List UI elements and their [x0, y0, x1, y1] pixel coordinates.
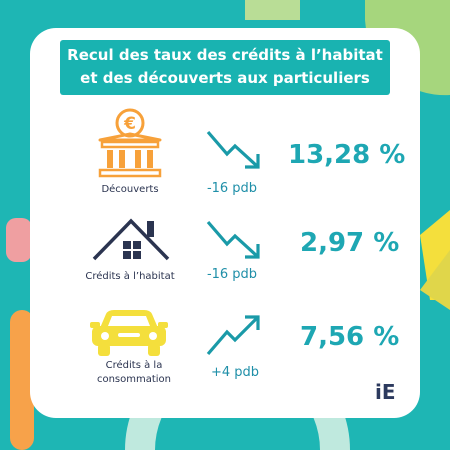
row-value-decouverts: 13,28 % — [288, 140, 406, 170]
row-label-credits-habitat: Crédits à l’habitat — [85, 271, 175, 282]
house-icon — [92, 218, 170, 261]
arrow-down-icon — [206, 220, 260, 259]
bank-euro-icon: € — [98, 108, 162, 178]
row-value-credits-habitat: 2,97 % — [300, 228, 400, 258]
brand-logo: iE — [375, 380, 396, 404]
svg-text:€: € — [123, 114, 136, 134]
car-icon — [90, 310, 168, 356]
row-delta-credits-consommation: +4 pdb — [210, 365, 260, 380]
row-delta-decouverts: -16 pdb — [206, 181, 258, 196]
page-title: Recul des taux des crédits à l’habitat e… — [60, 40, 390, 95]
logo-text: iE — [375, 380, 396, 404]
row-label-decouverts: Découverts — [101, 184, 159, 195]
row-label-credits-consommation: Crédits à la consommation — [96, 360, 172, 385]
arrow-up-icon — [206, 315, 260, 356]
row-delta-credits-habitat: -16 pdb — [206, 267, 258, 282]
arrow-down-icon — [206, 130, 260, 169]
row-value-credits-consommation: 7,56 % — [300, 322, 400, 352]
